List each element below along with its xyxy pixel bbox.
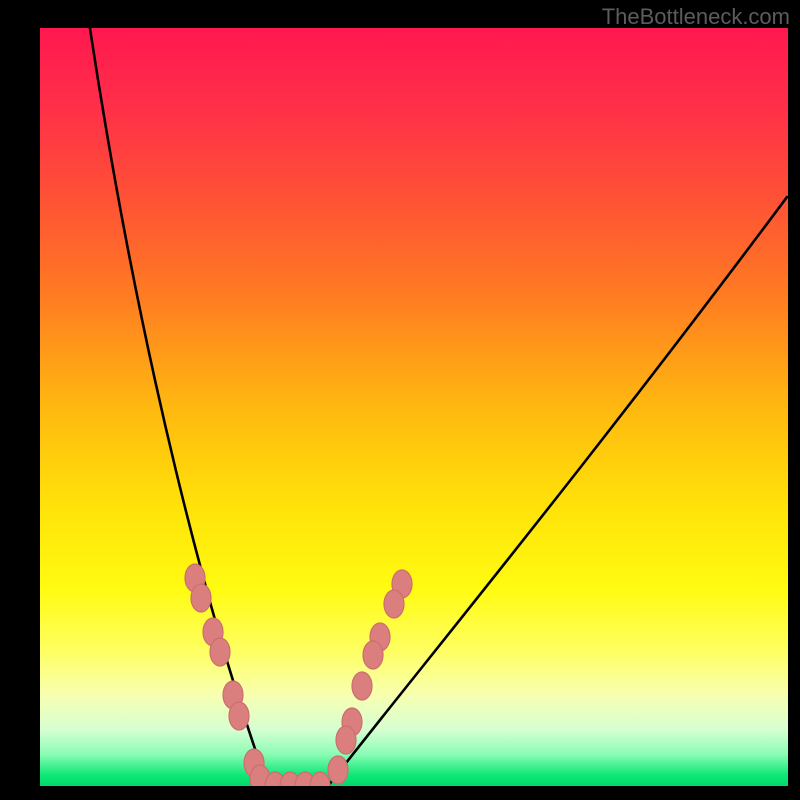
marker-right bbox=[328, 756, 348, 784]
marker-right bbox=[363, 641, 383, 669]
gradient-background bbox=[40, 28, 788, 786]
marker-right bbox=[384, 590, 404, 618]
marker-right bbox=[336, 726, 356, 754]
marker-left bbox=[191, 584, 211, 612]
marker-bottom bbox=[310, 772, 330, 800]
chart-svg bbox=[0, 0, 800, 800]
figure-stage: TheBottleneck.com bbox=[0, 0, 800, 800]
marker-left bbox=[210, 638, 230, 666]
marker-left bbox=[229, 702, 249, 730]
plot-area bbox=[40, 22, 788, 800]
marker-right bbox=[352, 672, 372, 700]
